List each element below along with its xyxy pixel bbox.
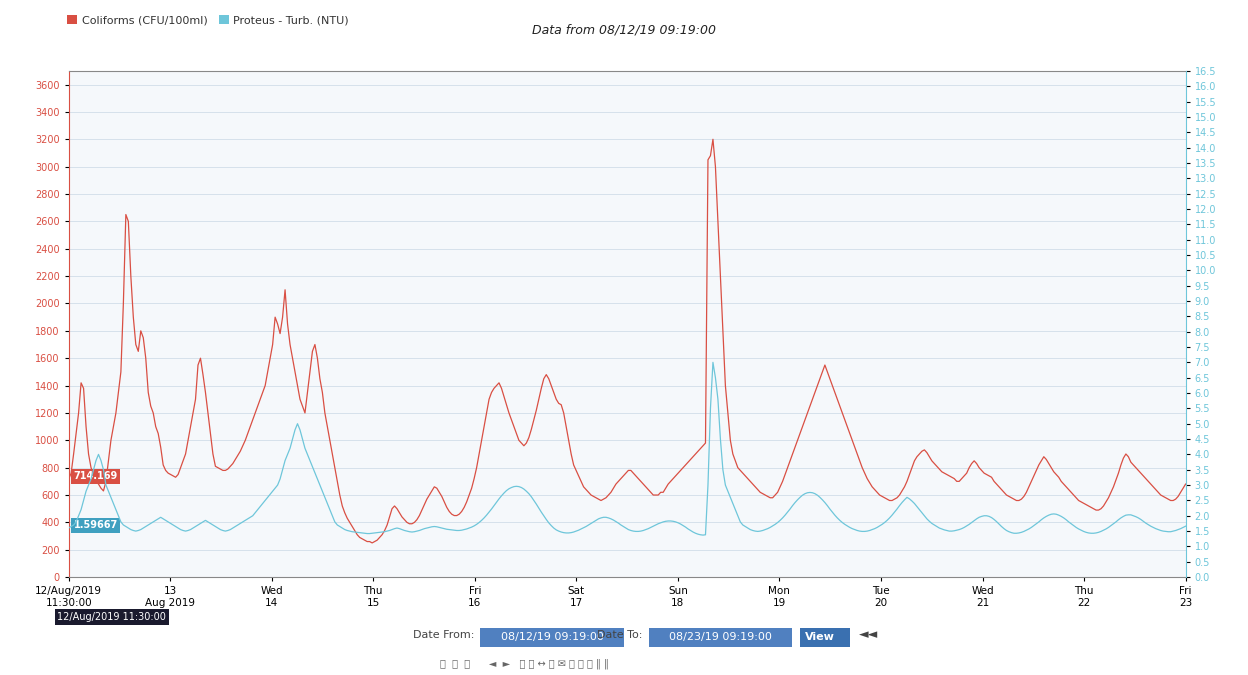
Text: ◄◄: ◄◄ xyxy=(859,628,877,641)
Text: 08/12/19 09:19:00: 08/12/19 09:19:00 xyxy=(500,632,604,642)
Text: 1.59667: 1.59667 xyxy=(74,520,119,530)
Text: Data from 08/12/19 09:19:00: Data from 08/12/19 09:19:00 xyxy=(532,24,716,36)
Text: 08/23/19 09:19:00: 08/23/19 09:19:00 xyxy=(669,632,773,642)
Text: View: View xyxy=(805,632,835,642)
Text: Date To:: Date To: xyxy=(598,630,643,639)
Text: 714.169: 714.169 xyxy=(74,471,119,481)
Legend: Coliforms (CFU/100ml), Proteus - Turb. (NTU): Coliforms (CFU/100ml), Proteus - Turb. (… xyxy=(64,11,353,30)
Text: 🖱  🔍  🔍      ◄  ►   ⬛ 📷 ↔ 📦 ✉ 🔄 📋 ⬛ ‖ ‖: 🖱 🔍 🔍 ◄ ► ⬛ 📷 ↔ 📦 ✉ 🔄 📋 ⬛ ‖ ‖ xyxy=(439,658,609,669)
Text: Date From:: Date From: xyxy=(413,630,474,639)
Text: 12/Aug/2019 11:30:00: 12/Aug/2019 11:30:00 xyxy=(57,612,166,622)
